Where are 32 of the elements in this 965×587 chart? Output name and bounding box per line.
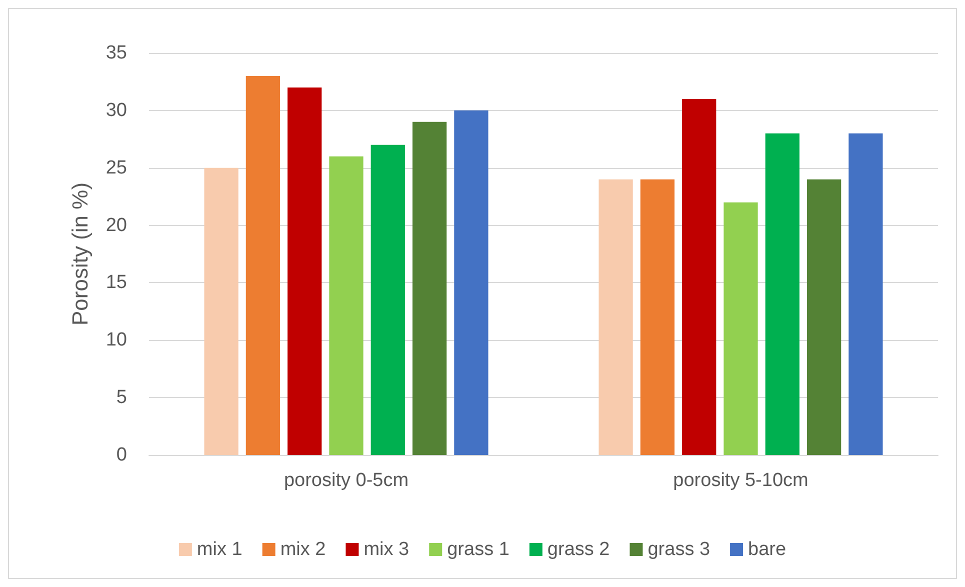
legend-label: grass 2: [547, 539, 610, 560]
legend-label: mix 3: [364, 539, 410, 560]
y-axis-title: Porosity (in %): [68, 182, 92, 326]
y-tick-label: 0: [116, 444, 127, 466]
y-tick-label: 10: [106, 330, 127, 351]
y-tick-label: 25: [106, 157, 127, 178]
bar: [598, 179, 633, 455]
bar: [288, 87, 322, 455]
y-tick-label: 35: [106, 42, 127, 64]
bar: [412, 122, 447, 455]
bar: [454, 110, 488, 455]
bar: [724, 202, 758, 455]
bar: [204, 168, 238, 455]
bar: [806, 179, 842, 455]
bar: [640, 179, 675, 455]
bar: [370, 144, 405, 455]
bar: [246, 76, 280, 455]
bar: [329, 156, 364, 455]
y-tick-label: 20: [106, 214, 127, 236]
legend-label: grass 1: [447, 539, 510, 560]
y-tick-label: 5: [116, 387, 127, 408]
legend-label: bare: [748, 539, 786, 560]
bar: [765, 133, 800, 455]
bar: [848, 133, 883, 455]
bar: [682, 98, 716, 455]
x-tick-label: porosity 5-10cm: [673, 470, 808, 491]
legend-label: grass 3: [648, 539, 710, 560]
y-tick-label: 30: [106, 100, 127, 121]
y-tick-label: 15: [106, 272, 127, 294]
x-tick-label: porosity 0-5cm: [284, 470, 409, 491]
legend-label: mix 1: [196, 539, 242, 560]
legend-label: mix 2: [280, 539, 326, 560]
